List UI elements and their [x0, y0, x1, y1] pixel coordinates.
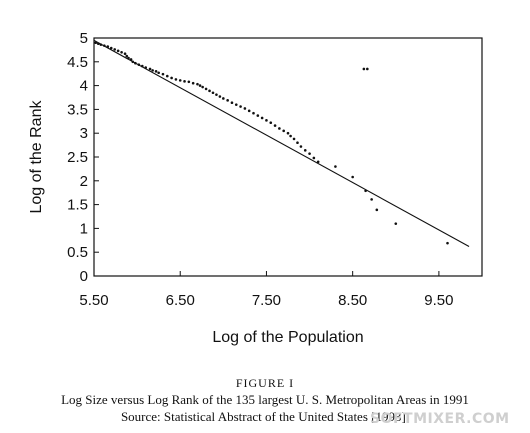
data-point	[265, 119, 268, 122]
x-tick-label: 5.50	[79, 292, 108, 309]
data-point	[125, 54, 129, 58]
data-point	[218, 95, 222, 98]
y-tick-label: 1.5	[67, 197, 88, 214]
data-point	[97, 42, 100, 46]
data-point	[208, 89, 211, 93]
data-point	[116, 49, 120, 53]
data-point	[446, 241, 449, 245]
data-point	[174, 78, 178, 81]
data-point	[187, 80, 191, 84]
data-point	[120, 50, 123, 54]
x-tick-label: 9.50	[424, 292, 453, 309]
data-point	[296, 141, 299, 145]
data-point	[282, 129, 285, 133]
y-tick-label: 3.5	[67, 101, 88, 118]
data-point	[316, 160, 320, 164]
data-point	[243, 107, 247, 110]
data-point	[151, 69, 154, 72]
data-point	[198, 84, 202, 87]
data-point	[364, 189, 367, 193]
y-tick-label: 2.5	[67, 149, 88, 166]
data-point	[134, 61, 137, 65]
data-point	[299, 145, 303, 148]
y-axis: 0 0.5 1 1.5 2 2.5 3 3.5 4 4.5 5	[67, 30, 99, 285]
data-point	[351, 175, 354, 179]
data-point	[157, 71, 160, 75]
data-point	[334, 165, 337, 168]
data-point	[230, 101, 234, 105]
data-point	[170, 76, 173, 80]
data-point	[148, 67, 152, 71]
data-point	[269, 121, 273, 125]
chart-area: 0 0.5 1 1.5 2 2.5 3 3.5 4 4.5 5 5.50 6.50 7.50 8.50 9.…	[28, 30, 483, 346]
data-point	[201, 85, 204, 89]
data-point	[178, 79, 182, 82]
data-point	[256, 114, 260, 117]
data-point	[292, 137, 296, 141]
data-point	[239, 105, 242, 108]
data-point	[183, 80, 186, 83]
data-point	[234, 103, 238, 106]
data-point	[103, 44, 106, 47]
data-point	[137, 63, 141, 66]
plot-frame	[93, 37, 483, 277]
data-point	[260, 116, 264, 120]
x-axis: 5.50 6.50 7.50 8.50 9.50	[79, 271, 453, 309]
data-point	[303, 149, 307, 152]
data-point	[247, 109, 251, 113]
data-point	[273, 124, 277, 127]
data-point	[191, 81, 195, 85]
data-point	[196, 82, 199, 86]
data-point	[204, 87, 208, 91]
data-point	[165, 74, 169, 78]
data-point	[222, 97, 225, 100]
data-point	[362, 67, 366, 71]
y-tick-label: 4	[80, 78, 88, 95]
y-tick-label: 0	[80, 268, 88, 285]
data-point	[161, 72, 165, 76]
y-tick-label: 5	[80, 30, 88, 47]
data-point	[289, 134, 292, 138]
data-point	[109, 46, 113, 50]
data-point	[286, 131, 290, 135]
data-point	[308, 152, 311, 155]
data-point	[131, 60, 135, 64]
y-axis-title: Log of the Rank	[28, 100, 45, 214]
data-point	[123, 52, 127, 56]
x-axis-title: Log of the Population	[212, 329, 363, 346]
x-tick-label: 8.50	[338, 292, 367, 309]
x-tick-label: 6.50	[166, 292, 195, 309]
data-point	[366, 67, 369, 71]
figure-source: Source: Statistical Abstract of the Unit…	[120, 409, 410, 424]
y-tick-label: 0.5	[67, 244, 88, 261]
data-point	[129, 58, 133, 61]
data-point	[144, 66, 148, 69]
data-point	[375, 208, 379, 212]
data-point	[154, 70, 158, 73]
data-point	[394, 222, 398, 225]
watermark-text: SOFTMIXER.COM	[370, 411, 510, 427]
data-point	[252, 111, 255, 115]
x-tick-label: 7.50	[252, 292, 281, 309]
data-points	[94, 41, 449, 245]
regression-line	[93, 39, 470, 247]
data-point	[113, 48, 116, 51]
data-point	[94, 41, 98, 45]
y-tick-label: 4.5	[67, 54, 88, 71]
y-tick-label: 1	[80, 220, 88, 237]
y-tick-label: 3	[80, 125, 88, 142]
data-point	[211, 91, 215, 95]
figure-caption: Log Size versus Log Rank of the 135 larg…	[61, 392, 469, 407]
data-point	[127, 56, 130, 60]
data-point	[106, 45, 110, 48]
data-point	[370, 198, 373, 201]
y-tick-label: 2	[80, 173, 88, 190]
figure-number: FIGURE I	[235, 376, 295, 390]
data-point	[99, 43, 103, 46]
data-point	[312, 156, 316, 160]
data-point	[226, 99, 229, 102]
data-point	[215, 93, 218, 96]
data-point	[278, 127, 281, 130]
data-point	[140, 64, 144, 68]
